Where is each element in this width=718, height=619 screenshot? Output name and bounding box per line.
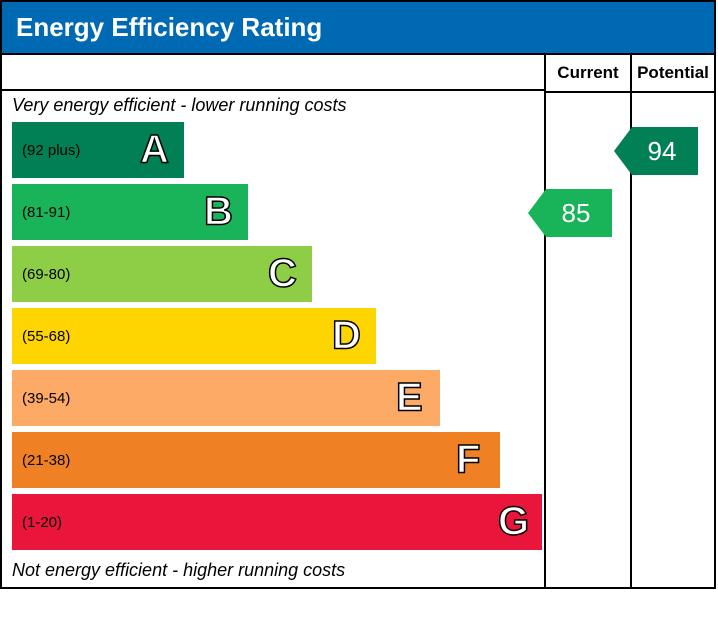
band-bar-c: (69-80) C xyxy=(12,246,312,302)
band-letter-f: F xyxy=(456,438,480,483)
chart-title: Energy Efficiency Rating xyxy=(2,2,714,53)
potential-body: 94 xyxy=(632,93,714,587)
current-pointer: 85 xyxy=(528,189,612,237)
main-header-spacer xyxy=(2,55,544,91)
bands-area: (92 plus) A (81-91) B (69-80) C (55-68) D (39-54… xyxy=(2,122,544,550)
potential-header: Potential xyxy=(632,55,714,93)
band-letter-d: D xyxy=(332,314,361,359)
epc-chart: Energy Efficiency Rating Very energy eff… xyxy=(0,0,716,589)
band-row-c: (69-80) C xyxy=(12,246,544,302)
current-header: Current xyxy=(546,55,630,93)
band-letter-b: B xyxy=(204,190,233,235)
band-row-f: (21-38) F xyxy=(12,432,544,488)
current-pointer-arrow-icon xyxy=(528,189,546,237)
band-row-a: (92 plus) A xyxy=(12,122,544,178)
potential-pointer: 94 xyxy=(614,127,698,175)
band-range-d: (55-68) xyxy=(12,328,70,345)
potential-value: 94 xyxy=(632,127,698,175)
band-letter-a: A xyxy=(140,128,169,173)
main-column: Very energy efficient - lower running co… xyxy=(2,55,546,587)
band-range-f: (21-38) xyxy=(12,452,70,469)
chart-grid: Very energy efficient - lower running co… xyxy=(2,53,714,587)
current-value: 85 xyxy=(546,189,612,237)
band-row-d: (55-68) D xyxy=(12,308,544,364)
potential-pointer-arrow-icon xyxy=(614,127,632,175)
band-bar-f: (21-38) F xyxy=(12,432,500,488)
band-range-a: (92 plus) xyxy=(12,142,80,159)
band-range-g: (1-20) xyxy=(12,514,62,531)
band-range-c: (69-80) xyxy=(12,266,70,283)
note-bottom: Not energy efficient - higher running co… xyxy=(2,556,544,587)
band-bar-b: (81-91) B xyxy=(12,184,248,240)
band-letter-c: C xyxy=(268,252,297,297)
band-row-e: (39-54) E xyxy=(12,370,544,426)
band-range-b: (81-91) xyxy=(12,204,70,221)
band-range-e: (39-54) xyxy=(12,390,70,407)
band-letter-g: G xyxy=(498,500,529,545)
band-bar-g: (1-20) G xyxy=(12,494,542,550)
band-row-g: (1-20) G xyxy=(12,494,544,550)
potential-column: Potential 94 xyxy=(632,55,714,587)
band-bar-a: (92 plus) A xyxy=(12,122,184,178)
band-bar-e: (39-54) E xyxy=(12,370,440,426)
note-top: Very energy efficient - lower running co… xyxy=(2,91,544,122)
band-bar-d: (55-68) D xyxy=(12,308,376,364)
band-letter-e: E xyxy=(396,376,423,421)
band-row-b: (81-91) B xyxy=(12,184,544,240)
